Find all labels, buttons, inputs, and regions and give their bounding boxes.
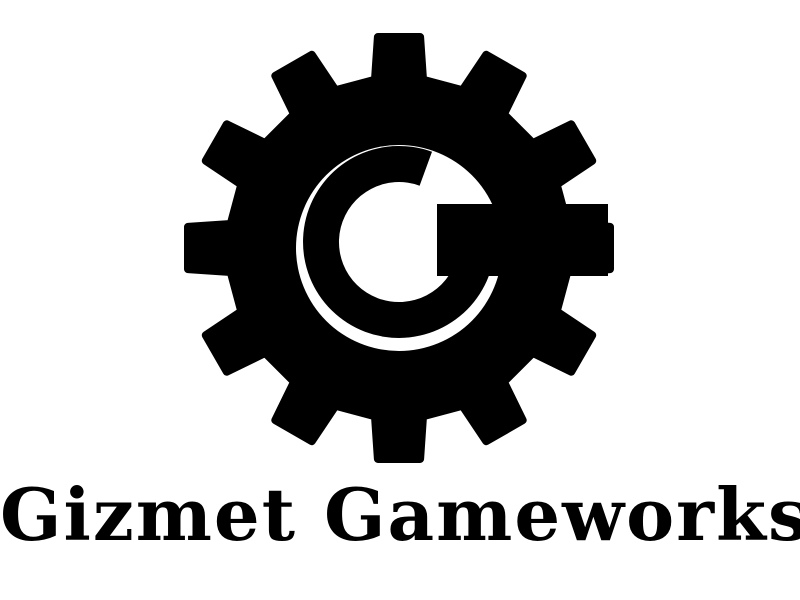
letter-g-mark — [303, 145, 608, 338]
letter-g-bar — [437, 204, 608, 276]
brand-name: Gizmet Gameworks — [0, 472, 800, 557]
gear-g-icon — [184, 33, 614, 463]
letter-g-ring — [303, 145, 495, 338]
